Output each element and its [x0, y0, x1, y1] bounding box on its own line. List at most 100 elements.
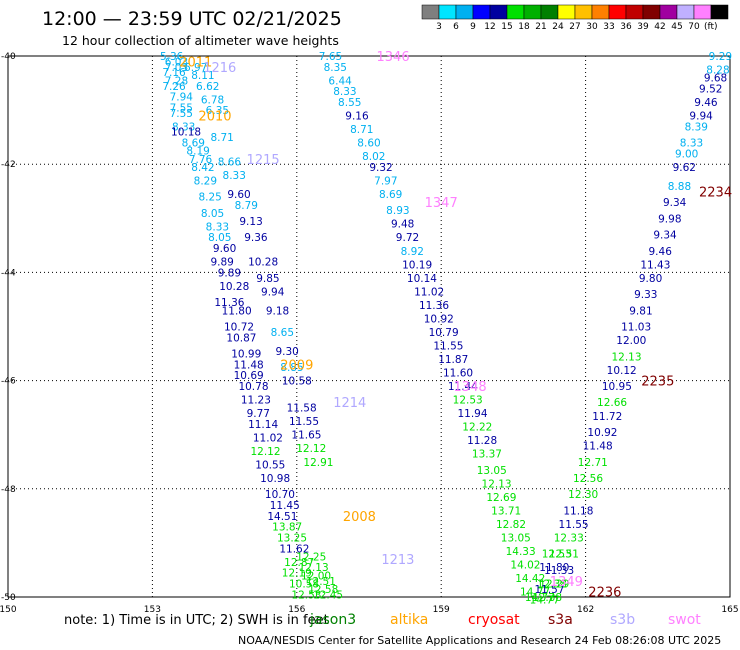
wave-height-label: 10.70 [265, 489, 295, 501]
wave-height-label: 11.60 [443, 367, 473, 379]
wave-height-label: 14.51 [267, 511, 297, 523]
wave-height-label: 7.55 [170, 102, 193, 114]
pass-label: 1349 [550, 575, 583, 590]
colorbar-label: 45 [671, 22, 682, 32]
wave-height-label: 8.39 [685, 121, 708, 133]
wave-height-label: 10.99 [231, 349, 261, 361]
colorbar-swatch [625, 4, 644, 20]
wave-height-label: 8.11 [191, 70, 214, 82]
x-tick-label: 156 [288, 605, 305, 615]
wave-height-label: 12.12 [250, 446, 280, 458]
x-tick-label: 165 [721, 605, 738, 615]
wave-height-label: 8.33 [172, 121, 195, 133]
wave-height-label: 11.55 [559, 519, 589, 531]
wave-height-label: 10.14 [407, 273, 437, 285]
wave-height-label: 8.33 [680, 138, 703, 150]
wave-height-label: 11.44 [448, 381, 478, 393]
wave-height-label: 11.28 [467, 435, 497, 447]
wave-height-label: 14.33 [506, 546, 536, 558]
wave-height-label: 11.36 [214, 297, 244, 309]
wave-height-label: 8.65 [271, 327, 294, 339]
y-tick-label: -40 [1, 52, 16, 62]
wave-height-label: 13.25 [277, 532, 307, 544]
colorbar-label: 9 [470, 22, 476, 32]
wave-height-label: 8.05 [208, 232, 231, 244]
wave-height-label: 10.92 [424, 313, 454, 325]
mission-s3b: s3b [610, 612, 636, 628]
wave-height-label: 9.94 [689, 111, 713, 123]
wave-height-label: 9.60 [227, 189, 250, 201]
wave-height-label: 8.92 [401, 246, 424, 258]
wave-height-label: 9.46 [694, 97, 718, 109]
wave-height-label: 12.69 [486, 492, 516, 504]
wave-height-label: 9.33 [634, 289, 657, 301]
wave-height-label: 8.79 [235, 200, 258, 212]
colorbar-swatch [642, 4, 661, 20]
wave-height-label: 9.13 [239, 216, 262, 228]
wave-height-label: 11.58 [287, 403, 317, 415]
mission-s3a: s3a [548, 612, 573, 628]
wave-height-label: 10.58 [282, 376, 312, 388]
wave-height-label: 6.97 [184, 62, 207, 74]
wave-height-label: 13.05 [501, 532, 531, 544]
wave-height-label: 7.03 [165, 62, 188, 74]
wave-height-label: 7.94 [170, 92, 194, 104]
colorbar-label: 21 [535, 22, 546, 32]
wave-height-label: 9.46 [649, 246, 673, 258]
wave-height-label: 6.44 [328, 75, 352, 87]
colorbar-label: 6 [453, 22, 459, 32]
wave-height-label: 11.94 [457, 408, 487, 420]
pass-label: 2010 [198, 110, 231, 125]
pass-label: 1213 [381, 553, 414, 568]
wave-height-label: 12.51 [549, 549, 579, 561]
y-tick-label: -46 [1, 377, 16, 387]
wave-height-label: 10.12 [607, 365, 637, 377]
wave-height-label: 12.87 [284, 557, 314, 569]
colorbar-label: 12 [484, 22, 495, 32]
wave-height-label: 12.13 [299, 562, 329, 574]
colorbar-label: 39 [637, 22, 649, 32]
wave-height-label: 12.25 [296, 551, 326, 563]
wave-height-label: 12.53 [453, 395, 483, 407]
wave-height-label: 9.34 [663, 197, 687, 209]
pass-label: 1215 [247, 153, 280, 168]
wave-height-label: 9.16 [345, 111, 369, 123]
wave-height-label: 14.77 [530, 595, 560, 607]
wave-height-label: 12.22 [462, 422, 492, 434]
wave-height-label: 12.38 [537, 578, 567, 590]
pass-label: 1214 [333, 396, 366, 411]
wave-height-label: 9.77 [247, 408, 270, 420]
wave-height-label: 9.00 [675, 148, 698, 160]
wave-height-label: 12.38 [532, 592, 562, 604]
wave-height-label: 9.36 [244, 232, 268, 244]
pass-label: 2011 [179, 55, 212, 70]
colorbar-swatch [591, 4, 610, 20]
colorbar-swatch [489, 4, 508, 20]
colorbar-swatch [574, 4, 593, 20]
colorbar-swatch [421, 4, 440, 20]
wave-height-label: 9.34 [653, 230, 677, 242]
y-tick-label: -48 [1, 485, 16, 495]
y-tick-label: -50 [1, 593, 16, 603]
wave-height-label: 7.76 [189, 154, 213, 166]
wave-height-label: 11.18 [563, 505, 593, 517]
wave-height-label: 13.71 [491, 505, 521, 517]
wave-height-label: 11.57 [534, 584, 564, 596]
wave-height-label: 12.45 [313, 589, 343, 601]
wave-height-label: 10.98 [260, 473, 290, 485]
wave-height-label: 11.87 [438, 354, 468, 366]
colorbar-label: 15 [501, 22, 512, 32]
wave-height-label: 11.03 [621, 322, 651, 334]
wave-height-label: 7.16 [162, 67, 186, 79]
wave-height-label: 11.33 [544, 565, 574, 577]
wave-height-label: 8.69 [379, 189, 402, 201]
wave-height-label: 8.71 [210, 132, 233, 144]
wave-height-label: 10.55 [255, 459, 285, 471]
wave-height-label: 14.77 [520, 587, 550, 599]
wave-height-label: 9.94 [261, 286, 285, 298]
wave-height-label: 8.93 [386, 205, 409, 217]
colorbar-label: 36 [620, 22, 632, 32]
x-tick-label: 153 [144, 605, 161, 615]
wave-height-label: 10.58 [289, 578, 319, 590]
page-title: 12:00 — 23:59 UTC 02/21/2025 [42, 8, 342, 30]
